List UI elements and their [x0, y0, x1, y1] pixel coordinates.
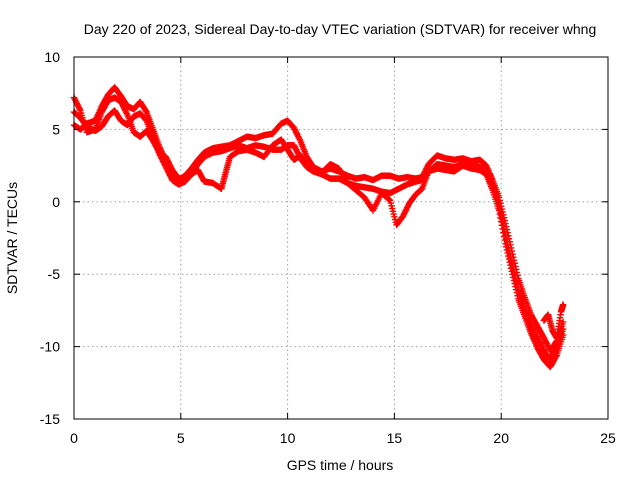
series-trace-d: [540, 301, 567, 342]
data-point: [511, 280, 518, 287]
data-point: [502, 243, 510, 251]
data-point: [142, 107, 150, 115]
x-tick-label: 0: [70, 430, 78, 446]
data-point: [510, 274, 517, 281]
data-point: [512, 286, 520, 293]
data-point: [559, 331, 567, 339]
data-point: [512, 283, 519, 290]
chart-title: Day 220 of 2023, Sidereal Day-to-day VTE…: [84, 21, 597, 37]
data-point: [505, 255, 513, 263]
x-tick-label: 15: [387, 430, 403, 446]
x-axis-label: GPS time / hours: [287, 457, 394, 473]
y-tick-labels: -15 -10 -5 0 5 10: [40, 49, 60, 427]
y-tick-label: -5: [48, 266, 61, 282]
data-point: [497, 214, 504, 222]
data-point: [508, 268, 516, 275]
data-point: [499, 225, 506, 233]
x-tick-label: 5: [177, 430, 185, 446]
data-point: [503, 246, 511, 254]
data-point: [502, 240, 509, 247]
series-trace-c: [70, 94, 567, 371]
y-tick-label: -15: [40, 411, 60, 427]
y-tick-label: 0: [52, 194, 60, 210]
x-tick-labels: 0 5 10 15 20 25: [70, 430, 616, 446]
data-point: [513, 289, 521, 296]
grid-lines: [74, 57, 608, 419]
x-tick-label: 10: [280, 430, 296, 446]
axis-ticks: [73, 56, 609, 420]
data-point: [552, 353, 560, 360]
plot-frame: [73, 56, 609, 420]
data-point: [514, 292, 521, 299]
y-axis-label: SDTVAR / TECUs: [4, 182, 20, 294]
data-point: [510, 277, 518, 284]
data-point: [498, 218, 505, 225]
x-tick-label: 20: [493, 430, 509, 446]
x-tick-label: 25: [600, 430, 616, 446]
data-point: [505, 252, 512, 260]
data-point: [559, 301, 567, 308]
series-trace-b: [70, 107, 567, 363]
data-point: [496, 210, 503, 218]
data-point: [495, 207, 503, 214]
data-point: [501, 236, 508, 244]
data-point: [385, 196, 393, 203]
data-point: [500, 233, 508, 240]
data-point: [507, 261, 514, 269]
data-series: [70, 84, 567, 371]
data-point: [498, 222, 506, 229]
data-point: [506, 258, 513, 266]
data-point: [500, 229, 507, 236]
y-tick-label: 10: [44, 49, 60, 65]
data-point: [509, 271, 516, 278]
data-point: [507, 265, 515, 272]
data-point: [511, 260, 518, 267]
y-tick-label: 5: [52, 121, 60, 137]
data-point: [504, 249, 511, 257]
data-point: [559, 318, 567, 326]
y-tick-label: -10: [40, 339, 60, 355]
